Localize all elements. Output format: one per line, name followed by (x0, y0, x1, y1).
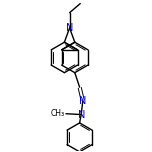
Text: CH₃: CH₃ (51, 109, 65, 118)
Text: N: N (79, 96, 86, 106)
Text: N: N (78, 110, 85, 119)
Text: N: N (66, 23, 73, 33)
